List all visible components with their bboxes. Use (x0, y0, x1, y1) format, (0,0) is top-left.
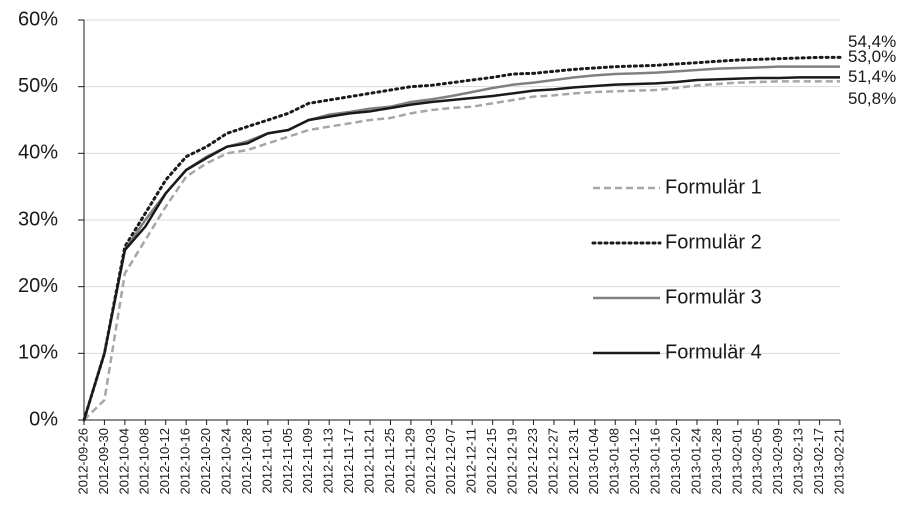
x-tick-label: 2012-11-17 (341, 428, 356, 494)
series-line (82, 76, 840, 421)
end-label: 50,8% (848, 89, 896, 108)
x-tick-label: 2012-12-11 (464, 428, 479, 494)
x-tick-label: 2012-10-12 (157, 428, 172, 495)
x-tick-label: 2013-01-16 (648, 428, 663, 495)
end-label: 54,4% (848, 32, 896, 51)
series-line (83, 80, 840, 421)
x-tick-label: 2012-09-26 (75, 428, 90, 495)
x-tick-label: 2013-02-21 (831, 428, 846, 495)
y-tick-label: 60% (18, 8, 58, 30)
x-tick-label: 2013-01-20 (668, 428, 683, 495)
x-tick-label: 2012-12-15 (484, 428, 499, 495)
x-tick-label: 2012-09-30 (96, 428, 111, 495)
x-tick-label: 2012-12-23 (525, 428, 540, 495)
y-tick-label: 30% (18, 208, 58, 230)
x-tick-label: 2013-02-17 (811, 428, 826, 495)
x-tick-label: 2012-10-08 (137, 428, 152, 495)
x-tick-label: 2012-11-05 (280, 428, 295, 494)
x-tick-label: 2012-11-29 (402, 428, 417, 494)
legend-label: Formulär 4 (665, 341, 762, 363)
x-tick-label: 2013-01-24 (688, 428, 703, 495)
x-tick-label: 2012-12-31 (566, 428, 581, 495)
x-tick-label: 2012-12-03 (423, 428, 438, 495)
x-tick-label: 2012-10-04 (116, 428, 131, 495)
y-tick-label: 50% (18, 75, 58, 97)
x-tick-label: 2013-02-01 (729, 428, 744, 495)
x-tick-label: 2013-01-08 (607, 428, 622, 495)
x-tick-label: 2012-11-09 (300, 428, 315, 494)
end-label: 51,4% (848, 67, 896, 86)
x-tick-label: 2013-01-04 (586, 428, 601, 495)
x-tick-label: 2012-11-21 (361, 428, 376, 494)
x-tick-label: 2013-01-12 (627, 428, 642, 495)
x-tick-label: 2012-11-01 (259, 428, 274, 494)
y-tick-label: 20% (18, 275, 58, 297)
x-tick-label: 2012-12-07 (443, 428, 458, 495)
x-tick-label: 2013-02-13 (791, 428, 806, 495)
x-tick-label: 2012-12-27 (545, 428, 560, 495)
series-line (82, 55, 842, 422)
legend-label: Formulär 1 (665, 176, 762, 198)
end-label: 53,0% (848, 47, 896, 66)
x-tick-label: 2013-02-05 (750, 428, 765, 495)
x-tick-label: 2012-10-28 (239, 428, 254, 495)
x-tick-label: 2012-11-25 (382, 428, 397, 494)
x-tick-label: 2013-01-28 (709, 428, 724, 495)
legend-label: Formulär 2 (665, 231, 762, 253)
x-tick-label: 2012-10-24 (218, 428, 233, 495)
legend-label: Formulär 3 (665, 286, 762, 308)
x-tick-label: 2012-10-20 (198, 428, 213, 495)
x-tick-label: 2012-10-16 (178, 428, 193, 495)
y-tick-label: 10% (18, 342, 58, 364)
y-tick-label: 40% (18, 142, 58, 164)
x-tick-label: 2012-11-13 (321, 428, 336, 494)
x-tick-label: 2013-02-09 (770, 428, 785, 495)
y-tick-label: 0% (29, 408, 58, 430)
x-tick-label: 2012-12-19 (505, 428, 520, 495)
